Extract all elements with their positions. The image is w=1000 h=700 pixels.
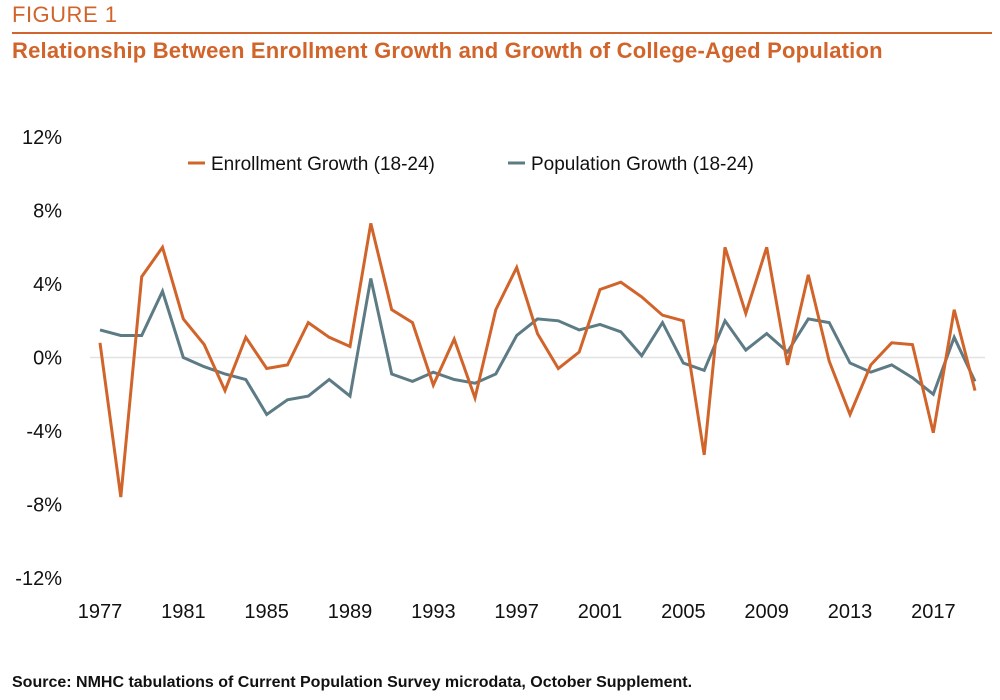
y-tick-label: -8% xyxy=(26,495,62,517)
x-tick-label: 2005 xyxy=(661,601,706,623)
y-tick-label: 4% xyxy=(33,274,62,296)
x-tick-label: 1993 xyxy=(411,601,456,623)
legend-item-population: Population Growth (18-24) xyxy=(508,154,754,175)
y-tick-label: 0% xyxy=(33,348,62,370)
x-axis-ticks: 1977 1981 1985 1989 1993 1997 2001 2005 2009 2013… xyxy=(78,601,956,623)
x-tick-label: 2013 xyxy=(828,601,873,623)
legend: Enrollment Growth (18-24) Population Grow… xyxy=(188,154,754,175)
x-tick-label: 1977 xyxy=(78,601,123,623)
legend-label: Population Growth (18-24) xyxy=(531,154,754,175)
x-tick-label: 1989 xyxy=(328,601,373,623)
legend-label: Enrollment Growth (18-24) xyxy=(211,154,435,175)
population-series-line xyxy=(99,278,977,417)
y-tick-label: 12% xyxy=(22,127,62,149)
x-tick-label: 2017 xyxy=(911,601,956,623)
series-lines xyxy=(98,223,977,498)
x-tick-label: 1985 xyxy=(244,601,289,623)
x-tick-label: 1981 xyxy=(161,601,206,623)
y-tick-label: -4% xyxy=(26,421,62,443)
x-tick-label: 1997 xyxy=(494,601,539,623)
legend-item-enrollment: Enrollment Growth (18-24) xyxy=(188,154,435,175)
y-tick-label: -12% xyxy=(15,568,62,590)
y-axis-ticks: 12% 8% 4% 0% -4% -8% -12% xyxy=(15,127,62,590)
enrollment-series-line xyxy=(98,223,977,498)
header-rule xyxy=(12,32,992,34)
y-tick-label: 8% xyxy=(33,201,62,223)
figure-label: FIGURE 1 xyxy=(12,2,118,27)
source-note: Source: NMHC tabulations of Current Popu… xyxy=(12,674,693,691)
x-tick-label: 2009 xyxy=(744,601,789,623)
chart-title: Relationship Between Enrollment Growth a… xyxy=(12,38,883,63)
x-tick-label: 2001 xyxy=(578,601,623,623)
